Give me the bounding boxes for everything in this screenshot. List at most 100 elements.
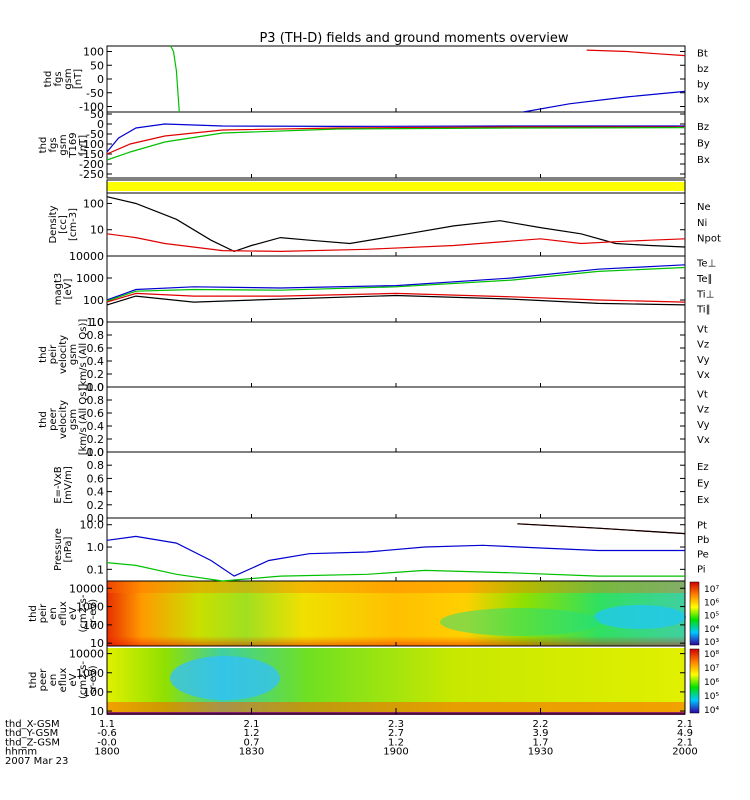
orbit-value: -0.0 [97,737,117,748]
panel-peer_spec: 10000 1000 100 10 thd peer en eflux eV (cm2-s-sr-… [28,645,686,718]
series-pressure-15 [517,523,686,535]
y-axis-label: peer [48,407,59,431]
panel-density: 100 10 Density [cc] [cm-3] Ne Ni Npot [48,192,721,257]
legend-pressure-2: Pe [697,550,709,561]
panel-peir_spec: 10000 1000 100 10 thd peir en eflux eV (cm2-s-sr-… [28,580,686,650]
panel-frame [106,111,686,179]
orbit-table: thd_X-GSM 1.1 2.1 2.3 2.2 2.1 thd_Y-GSM -0.6 1.2… [5,719,698,767]
y-tick-label: -100 [79,138,104,151]
legend-peir_v-3: Vx [697,370,710,381]
y-axis-label: [eV] [63,279,74,300]
orbit-value: -0.6 [97,728,117,739]
y-tick-label: 10.0 [80,519,105,532]
legend-fgs_h69-2: Bx [697,155,710,166]
legend-pressure-1: Pb [697,535,709,546]
orbit-row-label: thd_Y-GSM [5,728,58,739]
series-temp-8 [106,264,686,301]
orbit-value: 2.1 [677,737,693,748]
y-axis-label: magt3 [53,273,64,306]
y-axis-label: gsm [63,68,74,89]
orbit-value: 4.9 [677,728,693,739]
legend-density-0: Ne [697,202,711,213]
colorbar-tick-label: 10⁷ [704,664,719,674]
legend-peer_v-3: Vx [697,435,710,446]
y-axis-label: fgs [53,71,64,86]
electron-colorbar [689,648,700,714]
y-axis-label: thd [38,346,49,363]
series-temp-9 [106,266,686,302]
series-temp-11 [106,294,686,306]
legend-fgs_h69-1: By [697,138,710,149]
y-tick-label: 10 [90,705,104,718]
y-tick-label: 50 [90,108,104,121]
y-axis-label: gsm [68,409,79,430]
legend-peer_v-1: Vz [697,405,709,416]
y-axis-label: E=-VxB [53,466,64,503]
y-axis-label: sr-eV) [88,665,99,694]
y-axis-label: thd [38,411,49,428]
y-tick-label: 0.0 [87,512,105,525]
legend-density-2: Npot [697,234,721,245]
colorbar-tick-label: 10⁷ [704,585,719,595]
y-tick-label: 0.0 [87,446,105,459]
legend-peer_v-2: Vy [697,420,710,431]
figure-title: P3 (TH-D) fields and ground moments over… [259,31,568,46]
y-tick-label: 10000 [69,250,104,263]
legend-peir_v-0: Vt [697,325,708,336]
orbit-value: 0.7 [244,737,260,748]
panel-frame [106,45,686,113]
y-tick-label: 10 [90,316,104,329]
y-axis-label: eV [68,673,79,686]
series-pressure-12 [106,535,685,577]
series-fgs_h69-4 [106,126,685,155]
panel-frame [106,451,686,519]
y-tick-label: 1.0 [87,381,105,394]
y-tick-label: -200 [79,158,104,171]
y-tick-label: 1.0 [87,316,105,329]
y-axis-label: T169 [68,132,79,158]
legend-pressure-0: Pt [697,520,707,531]
y-axis-label: eflux [58,668,69,693]
legend-efield-2: Ex [697,495,709,506]
panel-pressure: 10.0 1.0 0.1 Pressure [nPa] Pt Pb Pe Pi [53,517,709,582]
y-tick-label: 100 [83,197,104,210]
y-tick-label: 0.2 [87,499,105,512]
flag-band [107,182,685,191]
panel-temp: 10000 1000 100 10 magt3 [eV] Te⊥ Te∥ Ti⊥ Ti∥ [53,250,716,329]
y-tick-label: 10000 [69,582,104,595]
series-fgs_h69-3 [106,123,685,153]
colorbar-tick-label: 10⁴ [704,625,719,635]
y-tick-label: 0.4 [87,486,105,499]
orbit-value: 2.2 [533,719,549,730]
y-tick-label: 0.6 [87,342,105,355]
series-density-7 [106,233,686,253]
y-tick-label: 10 [90,637,104,650]
electron-spectrogram-cool-patch [170,656,280,700]
y-tick-label: 0.6 [87,472,105,485]
legend-peir_v-1: Vz [697,340,709,351]
y-axis-label: [nT] [78,135,89,155]
y-tick-label: 0.2 [87,368,105,381]
series-fgs-2 [523,90,686,113]
y-tick-label: 0.4 [87,355,105,368]
y-axis-label: velocity [58,400,69,439]
y-axis-label: gsm [68,344,79,365]
y-tick-label: 0.4 [87,420,105,433]
ion-spectrogram-image [107,581,685,646]
ion-spectrogram-high-band [107,581,685,593]
y-tick-label: 10000 [69,648,104,661]
y-axis-label: Density [48,205,59,243]
y-axis-label: (cm2-s- [78,594,89,632]
y-tick-label: -100 [79,101,104,114]
y-tick-label: 1.0 [87,541,105,554]
orbit-date: 2007 Mar 23 [5,756,68,767]
legend-temp-3: Ti∥ [696,305,711,316]
series-fgs-0 [170,45,180,113]
y-tick-label: -250 [79,168,104,181]
y-tick-label: 1.0 [87,446,105,459]
y-tick-label: 100 [83,46,104,59]
y-tick-label: 0.1 [87,563,105,576]
